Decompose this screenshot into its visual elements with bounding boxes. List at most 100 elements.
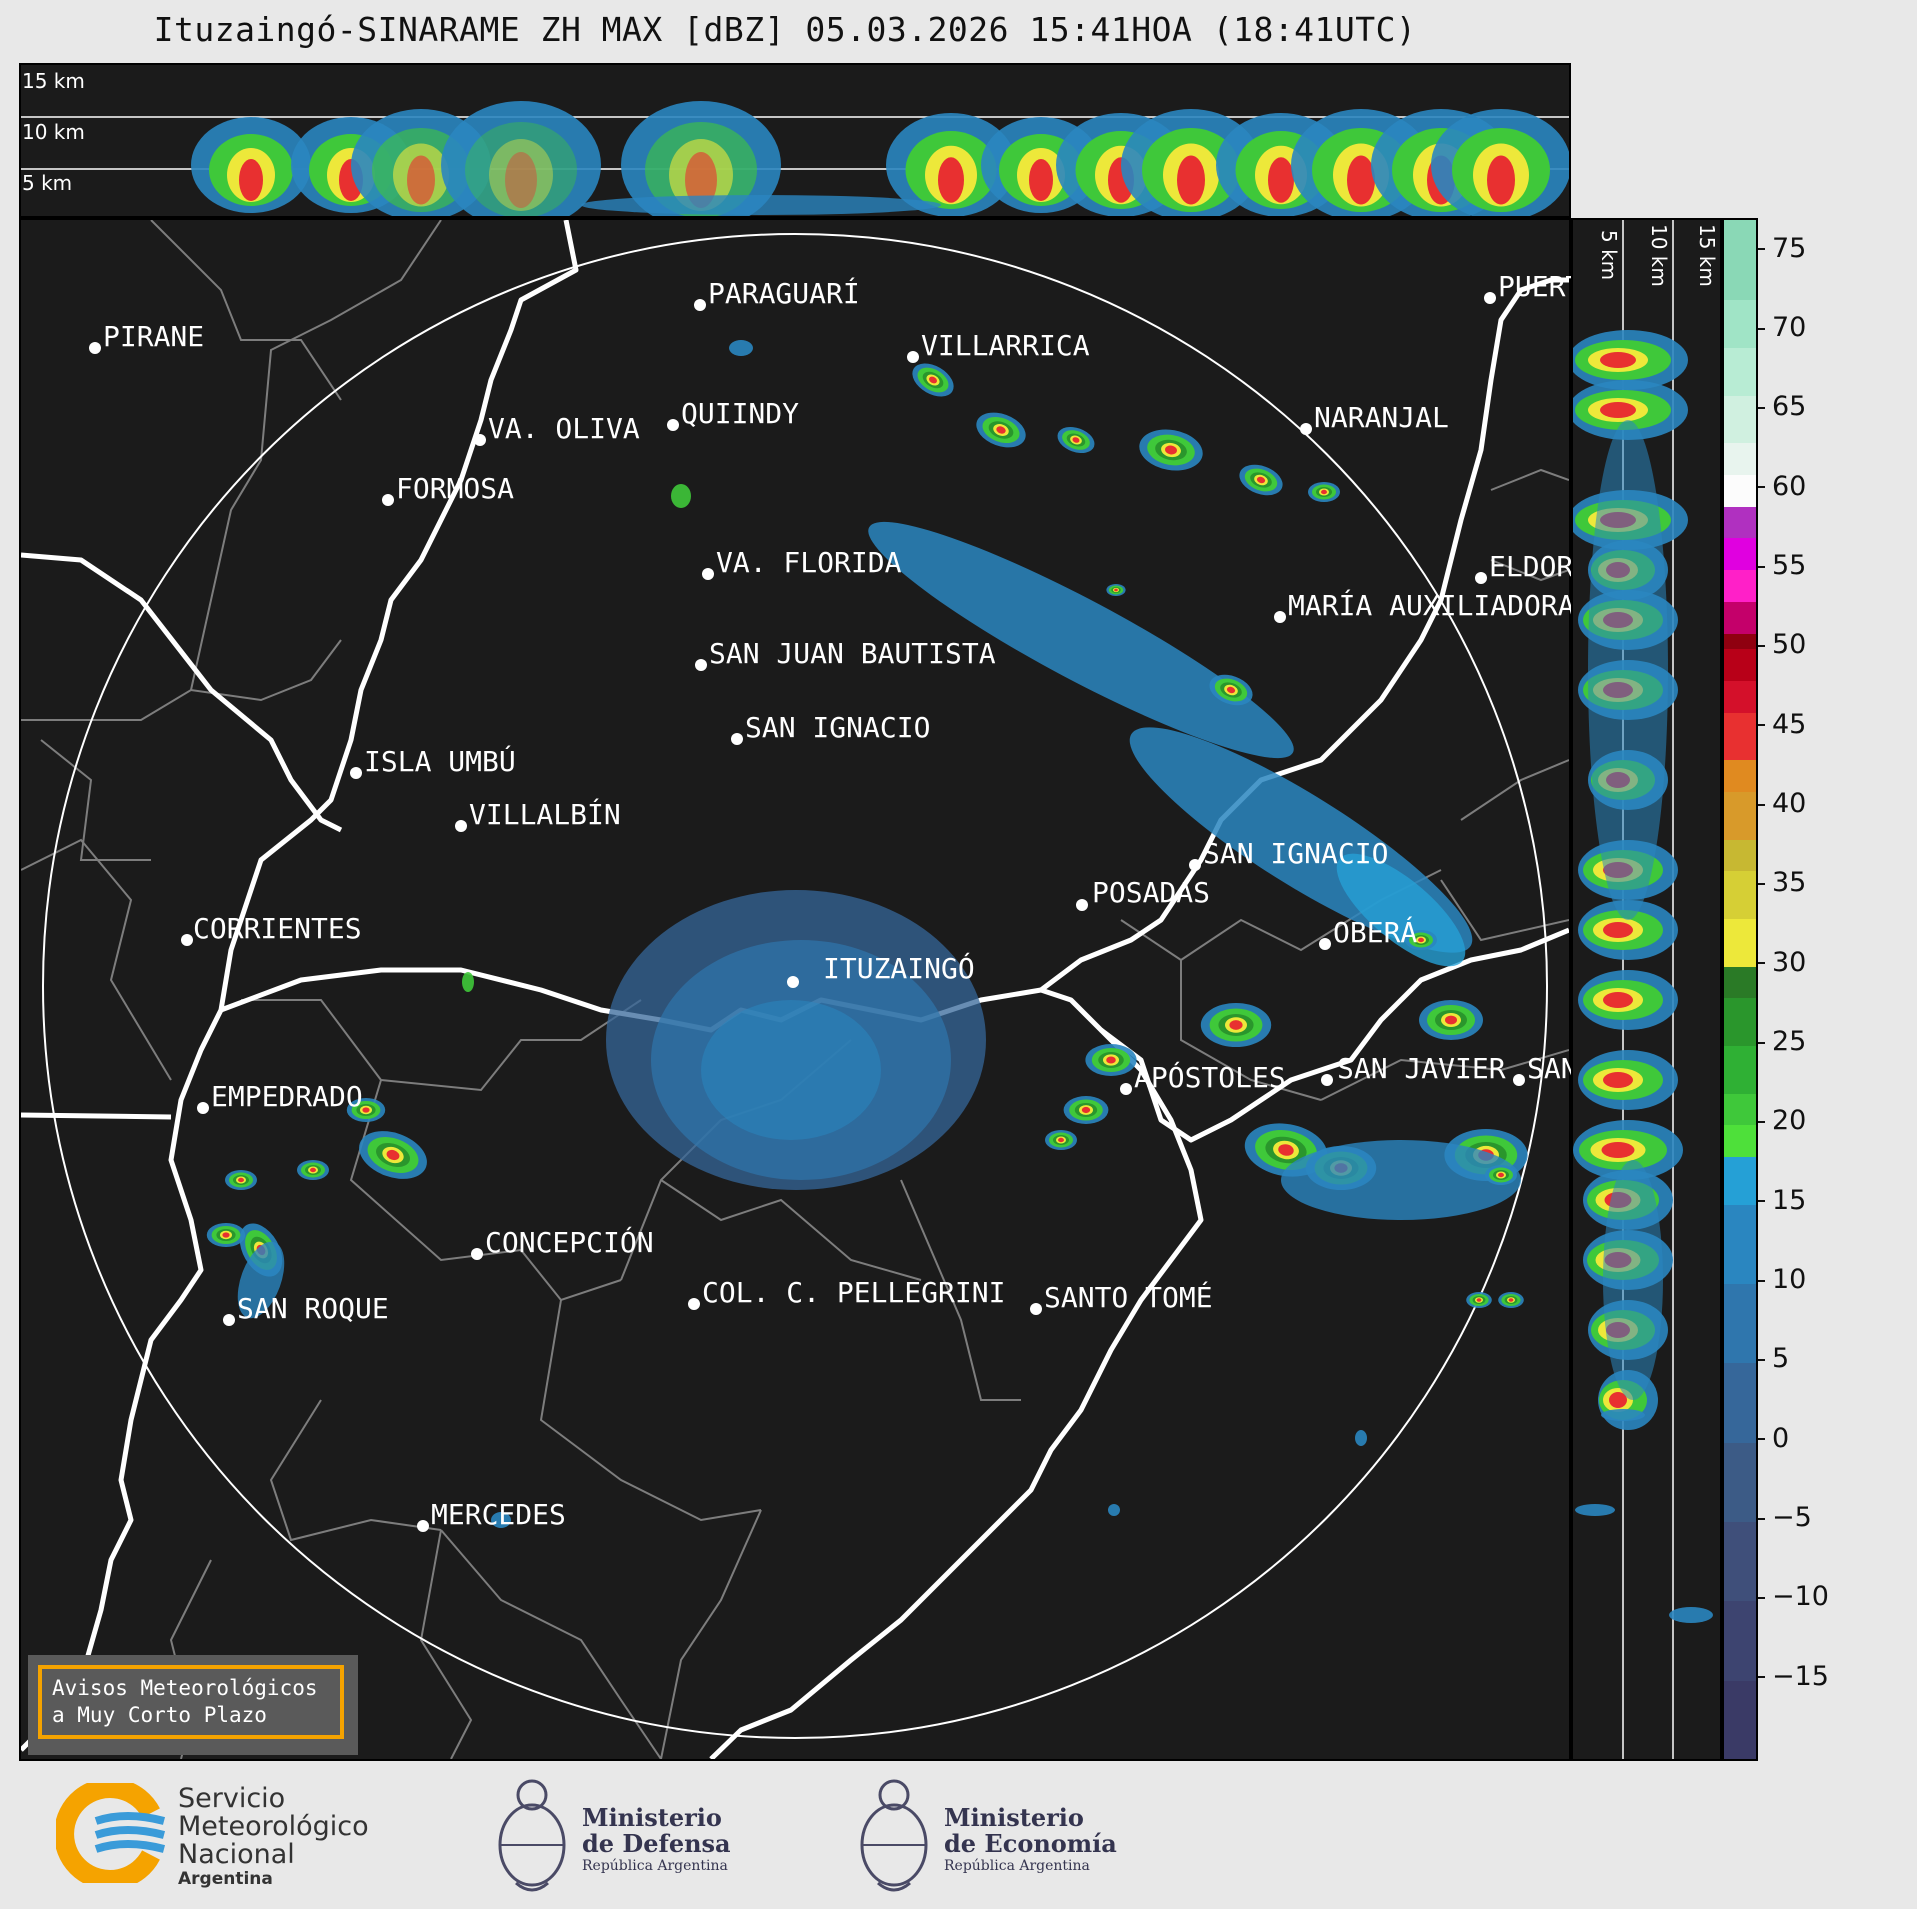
colorbar-tick: −15	[1758, 1661, 1829, 1692]
radar-echo	[505, 152, 537, 208]
colorbar-segment	[1724, 442, 1756, 475]
colorbar-segment	[1724, 220, 1756, 301]
city-marker	[907, 351, 919, 363]
colorbar-tick: 70	[1758, 312, 1806, 343]
colorbar-tick: −10	[1758, 1581, 1829, 1612]
radar-echo	[1588, 420, 1668, 920]
top-cross-section-panel: 15 km 10 km 5 km	[19, 63, 1571, 218]
city-marker	[667, 419, 679, 431]
colorbar-tick: −5	[1758, 1502, 1812, 1533]
city-marker	[1300, 423, 1312, 435]
radar-echo	[1600, 352, 1636, 368]
radar-echo	[1487, 155, 1515, 205]
radar-echo	[1445, 1015, 1457, 1025]
city-label: ITUZAINGÓ	[823, 952, 975, 985]
radar-echo	[996, 426, 1006, 434]
radar-echo	[1072, 437, 1080, 443]
radar-echo	[1669, 1607, 1713, 1623]
defensa-line3: República Argentina	[582, 1858, 728, 1874]
defensa-logo-text: Ministerio de Defensa República Argentin…	[582, 1805, 731, 1875]
city-label: CONCEPCIÓN	[485, 1226, 654, 1259]
radar-echo	[238, 1177, 244, 1183]
radar-echo	[386, 1149, 400, 1161]
height-label-10km: 10 km	[22, 120, 85, 144]
city-marker	[1030, 1303, 1042, 1315]
radar-echo	[1603, 1160, 1663, 1400]
colorbar-tick: 25	[1758, 1026, 1806, 1057]
warning-button[interactable]: Avisos Meteorológicos a Muy Corto Plazo	[38, 1665, 344, 1739]
radar-echo	[1600, 402, 1636, 418]
colorbar-tick: 75	[1758, 233, 1806, 264]
height-label-5km: 5 km	[22, 171, 73, 195]
radar-echo	[1165, 445, 1177, 455]
city-label: CORRIENTES	[193, 912, 362, 945]
warning-button-line2: a Muy Corto Plazo	[52, 1703, 267, 1727]
radar-echo	[1418, 937, 1424, 943]
colorbar-segment	[1724, 965, 1756, 999]
radar-echo	[1281, 1140, 1521, 1220]
colorbar-segment	[1724, 791, 1756, 840]
radar-echo	[1278, 1144, 1294, 1156]
colorbar-segment	[1724, 1521, 1756, 1602]
colorbar-segment	[1724, 1045, 1756, 1094]
colorbar-segment	[1724, 299, 1756, 348]
smn-logo	[56, 1783, 166, 1883]
smn-line1: Servicio	[178, 1783, 286, 1814]
side-cross-section-svg	[1573, 220, 1713, 1759]
radar-echo	[441, 101, 601, 216]
footer: Servicio Meteorológico Nacional Argentin…	[0, 1761, 1917, 1909]
city-marker	[223, 1314, 235, 1326]
city-label: VA. OLIVA	[488, 412, 640, 445]
colorbar-segment	[1724, 838, 1756, 872]
city-label: ELDORADO	[1489, 550, 1571, 583]
radar-echo	[1256, 476, 1266, 484]
city-label: VILLARRICA	[921, 329, 1090, 362]
colorbar-segment	[1724, 537, 1756, 571]
city-marker	[181, 934, 193, 946]
radar-echo	[239, 159, 263, 201]
colorbar-segment	[1724, 918, 1756, 967]
city-marker	[1274, 611, 1286, 623]
economia-line3: República Argentina	[944, 1858, 1090, 1874]
radar-echo	[1603, 992, 1633, 1008]
radar-echo	[491, 1512, 511, 1528]
city-label: SAN	[1527, 1052, 1571, 1085]
city-marker	[695, 659, 707, 671]
radar-echo	[237, 1241, 285, 1319]
warning-button-line1: Avisos Meteorológicos	[52, 1676, 318, 1700]
radar-echo	[1229, 1020, 1243, 1030]
colorbar-segment	[1724, 1156, 1756, 1205]
radar-echo	[868, 521, 1294, 759]
colorbar-segment	[1724, 870, 1756, 920]
city-label: APÓSTOLES	[1134, 1061, 1286, 1094]
colorbar-segment	[1724, 1203, 1756, 1285]
radar-echo	[407, 155, 435, 205]
radar-echo	[671, 484, 691, 508]
city-marker	[1120, 1083, 1132, 1095]
colorbar-segment	[1724, 680, 1756, 713]
colorbar-segment	[1724, 1679, 1756, 1759]
colorbar-segment	[1724, 1362, 1756, 1443]
colorbar-segment	[1724, 711, 1756, 761]
top-cross-section-svg	[21, 101, 1569, 216]
radar-echo	[1476, 1298, 1482, 1302]
chart-title: Ituzaingó-SINARAME ZH MAX [dBZ] 05.03.20…	[153, 10, 1417, 49]
city-label: EMPEDRADO	[211, 1080, 363, 1113]
radar-echo	[1601, 1142, 1635, 1158]
city-label: MERCEDES	[431, 1498, 566, 1531]
city-label: PIRANE	[103, 320, 205, 353]
radar-echo	[685, 152, 717, 208]
city-marker	[731, 733, 743, 745]
economia-line1: Ministerio	[944, 1803, 1084, 1832]
colorbar-segment	[1724, 569, 1756, 602]
city-marker	[197, 1102, 209, 1114]
colorbar-segment	[1724, 346, 1756, 396]
smn-line4: Argentina	[178, 1869, 273, 1889]
city-label: SAN JUAN BAUTISTA	[709, 637, 996, 670]
colorbar-tick: 50	[1758, 629, 1806, 660]
colorbar-segment	[1724, 1283, 1756, 1364]
city-marker	[694, 299, 706, 311]
defensa-line1: Ministerio	[582, 1803, 722, 1832]
city-marker	[787, 976, 799, 988]
colorbar-segment	[1724, 505, 1756, 539]
